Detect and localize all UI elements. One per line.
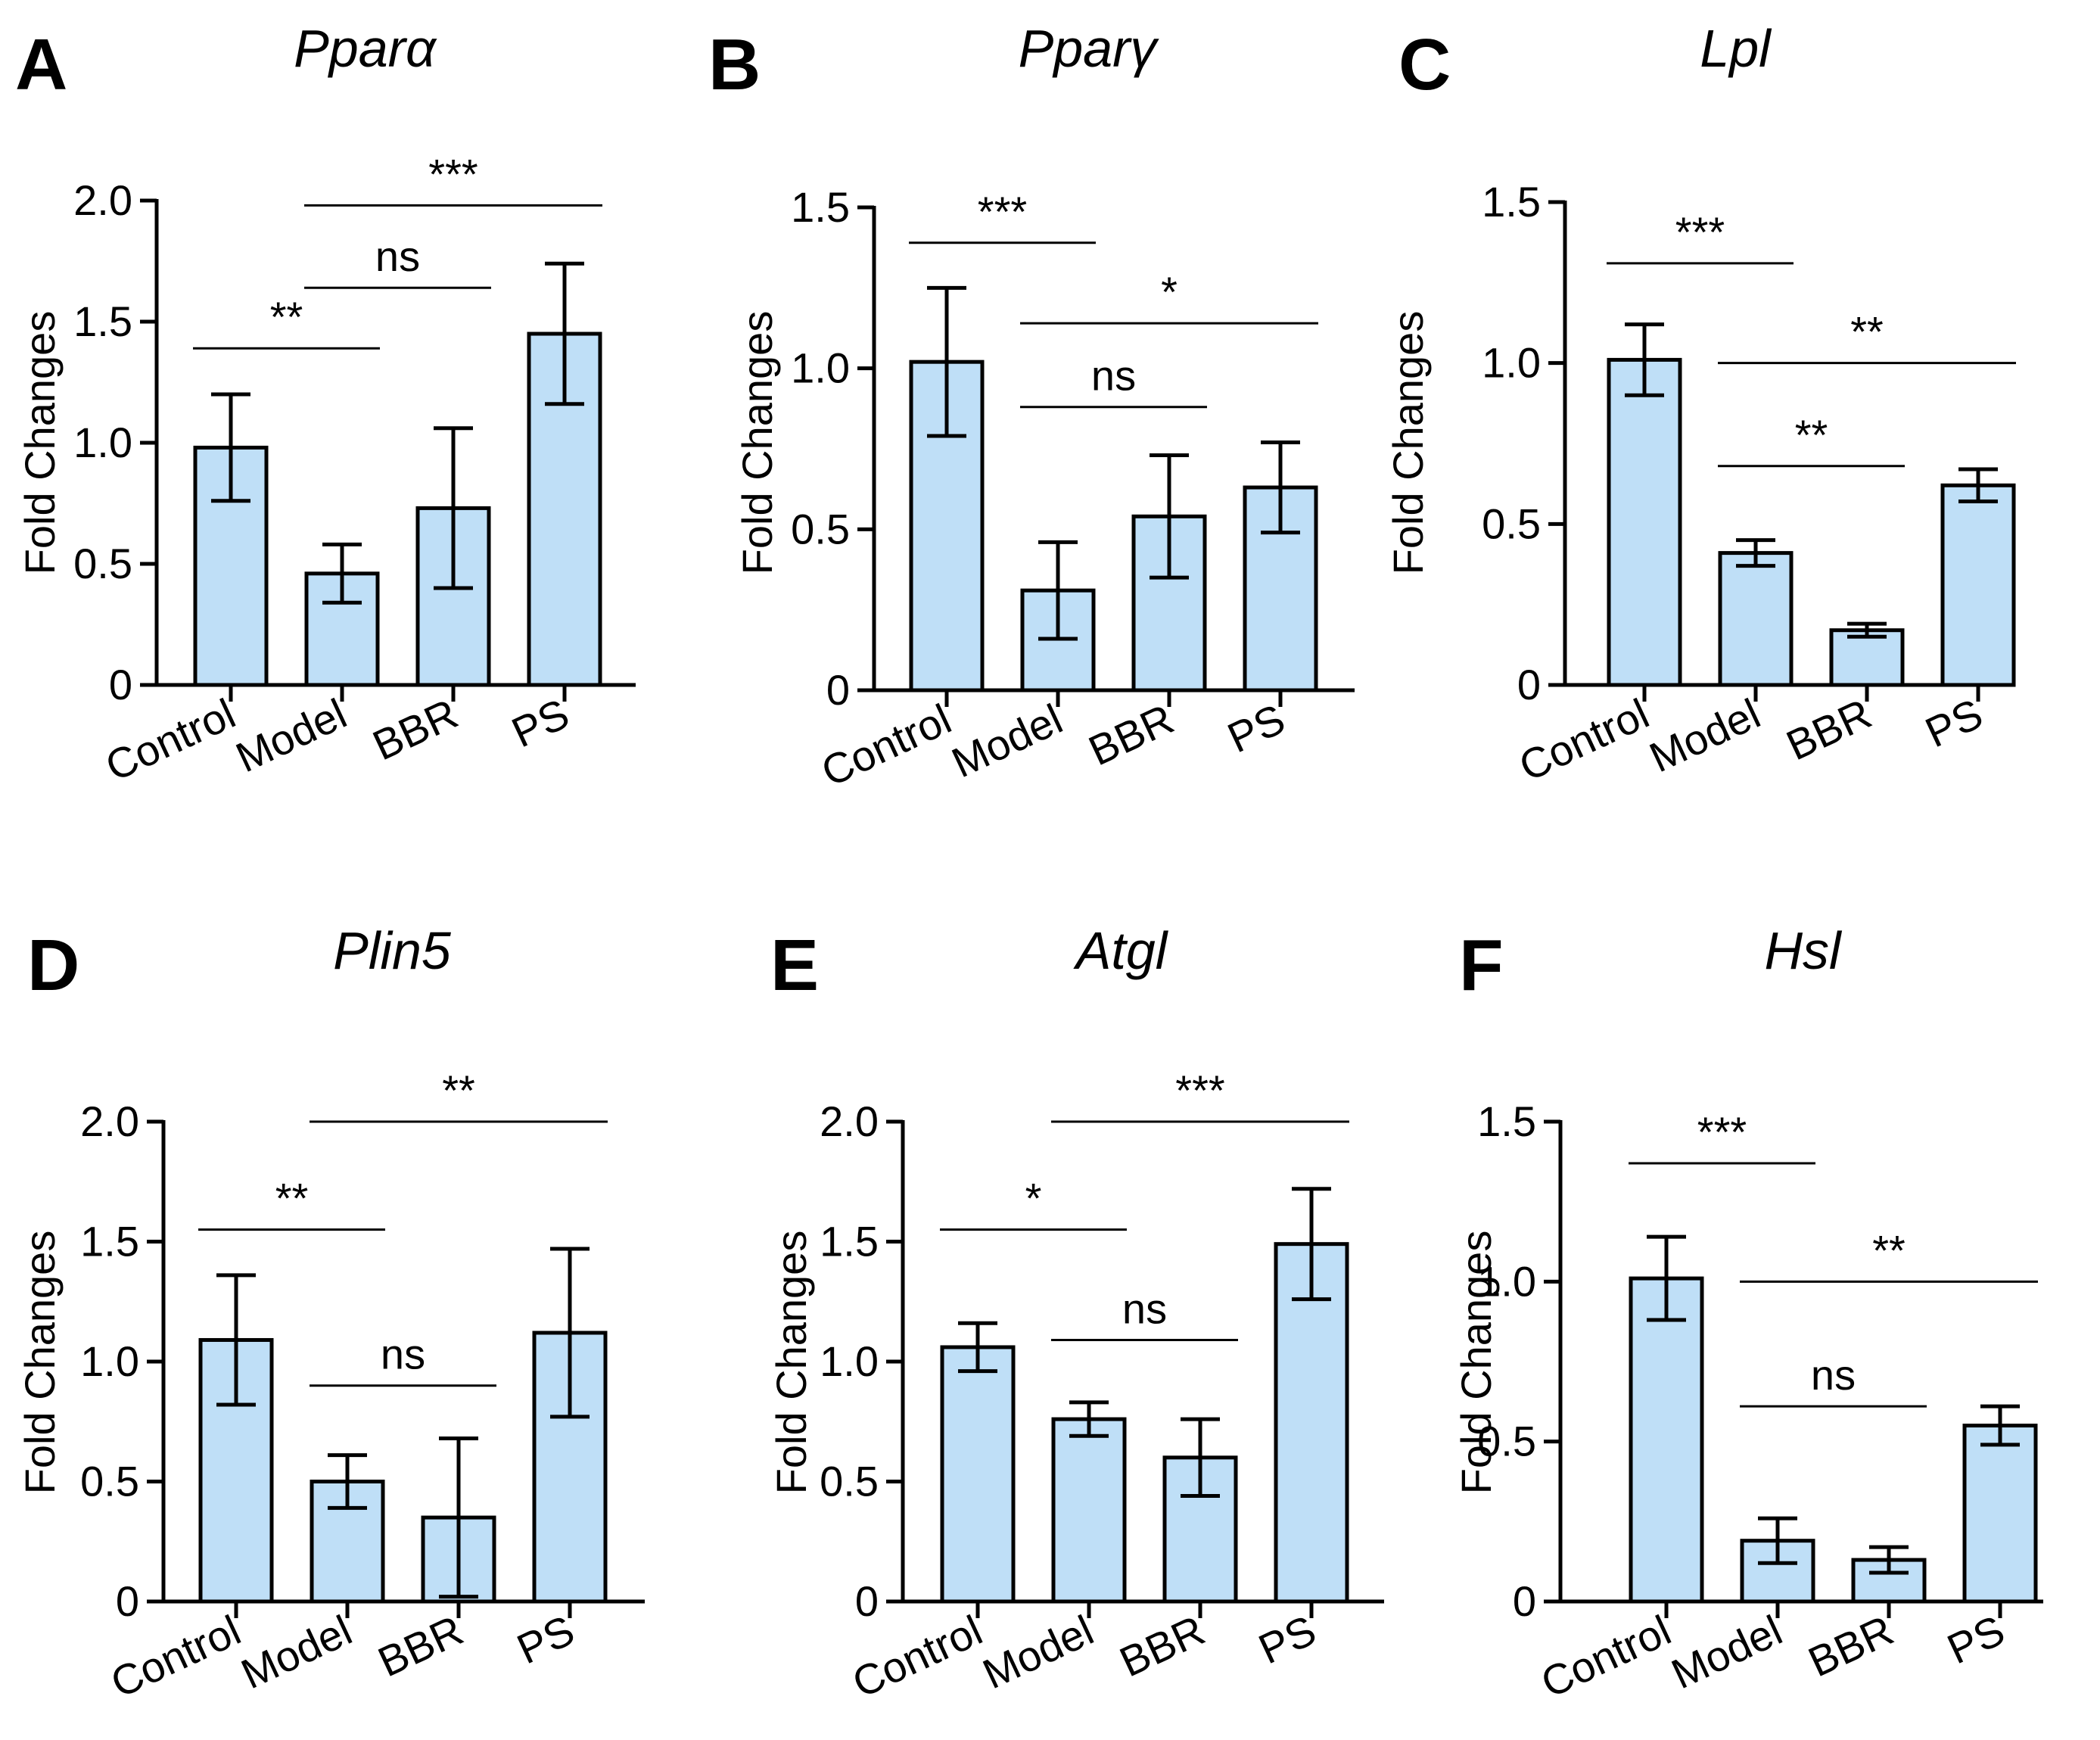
category-label: BBR xyxy=(371,1606,470,1686)
y-axis-label: Fold Changes xyxy=(767,1231,815,1495)
y-tick-label: 1.0 xyxy=(80,1337,139,1385)
chart-title: Atgl xyxy=(1073,921,1169,980)
y-tick-label: 1.0 xyxy=(73,419,132,466)
panel-letter: B xyxy=(708,24,761,105)
significance-label: * xyxy=(1161,268,1178,316)
y-tick-label: 0.5 xyxy=(1482,500,1541,547)
significance-label: ** xyxy=(275,1175,309,1222)
y-axis-label: Fold Changes xyxy=(733,311,781,575)
y-axis-label: Fold Changes xyxy=(16,1231,64,1495)
chart-title: Hsl xyxy=(1764,921,1843,980)
significance-label: ** xyxy=(1850,308,1884,356)
chart-title: Lpl xyxy=(1700,19,1772,78)
panel-letter: F xyxy=(1459,925,1504,1006)
y-tick-label: 1.0 xyxy=(1477,1257,1536,1305)
y-tick-label: 1.0 xyxy=(791,344,850,392)
bar xyxy=(1718,551,1794,687)
bar xyxy=(1629,1276,1704,1604)
significance-label: ns xyxy=(1811,1351,1856,1399)
bar xyxy=(1051,1417,1127,1604)
y-tick-label: 1.5 xyxy=(1482,178,1541,226)
y-tick-label: 0.5 xyxy=(791,505,850,553)
chart-title: Pparγ xyxy=(1019,19,1160,78)
category-label: Model xyxy=(229,689,353,782)
chart-title: Plin5 xyxy=(333,921,452,980)
category-label: Model xyxy=(944,695,1069,787)
chart-title: Pparα xyxy=(294,19,437,78)
category-label: Model xyxy=(234,1606,359,1698)
bar xyxy=(1940,483,2016,687)
panel-letter: D xyxy=(27,925,79,1006)
category-label: Model xyxy=(1642,689,1767,782)
y-tick-label: 2.0 xyxy=(80,1097,139,1145)
y-tick-label: 2.0 xyxy=(820,1097,879,1145)
y-tick-label: 0 xyxy=(109,661,132,708)
panel-letter: E xyxy=(770,925,819,1006)
y-tick-label: 1.5 xyxy=(1477,1097,1536,1145)
significance-label: *** xyxy=(1675,208,1725,256)
significance-label: *** xyxy=(1697,1108,1747,1156)
significance-label: ** xyxy=(1795,411,1828,459)
significance-label: ** xyxy=(270,293,303,341)
y-axis-label: Fold Changes xyxy=(1384,311,1432,575)
y-tick-label: 0 xyxy=(826,666,850,714)
significance-label: ns xyxy=(1091,352,1136,400)
y-tick-label: 0.5 xyxy=(73,540,132,587)
y-tick-label: 0.5 xyxy=(820,1458,879,1505)
y-tick-label: 1.0 xyxy=(1482,339,1541,387)
y-tick-label: 1.5 xyxy=(791,183,850,231)
y-tick-label: 1.5 xyxy=(80,1218,139,1265)
significance-label: ns xyxy=(381,1331,425,1378)
y-tick-label: 0.5 xyxy=(80,1458,139,1505)
significance-label: *** xyxy=(978,188,1027,235)
category-label: BBR xyxy=(366,689,465,770)
bar xyxy=(1962,1424,2038,1604)
category-label: Model xyxy=(975,1606,1100,1698)
bar xyxy=(1274,1242,1349,1604)
category-label: BBR xyxy=(1081,695,1181,775)
y-axis-label: Fold Changes xyxy=(16,311,64,575)
y-tick-label: 1.5 xyxy=(820,1218,879,1265)
significance-label: ** xyxy=(1872,1226,1906,1274)
y-tick-label: 0 xyxy=(855,1577,879,1625)
y-tick-label: 2.0 xyxy=(73,176,132,224)
y-tick-label: 0 xyxy=(1513,1577,1536,1625)
significance-label: ** xyxy=(442,1066,475,1114)
category-label: BBR xyxy=(1801,1606,1900,1686)
significance-label: *** xyxy=(1175,1066,1224,1114)
y-axis-label: Fold Changes xyxy=(1452,1231,1500,1495)
y-tick-label: 0 xyxy=(116,1577,139,1625)
panel-letter: A xyxy=(15,24,67,105)
significance-label: *** xyxy=(428,150,478,198)
significance-label: ns xyxy=(1122,1284,1167,1332)
significance-label: ns xyxy=(375,232,420,280)
bar xyxy=(940,1345,1016,1604)
category-label: Model xyxy=(1664,1606,1789,1698)
category-label: BBR xyxy=(1112,1606,1212,1686)
y-tick-label: 0.5 xyxy=(1477,1418,1536,1465)
y-tick-label: 0 xyxy=(1517,661,1541,708)
y-tick-label: 1.5 xyxy=(73,297,132,345)
significance-label: * xyxy=(1025,1175,1042,1222)
category-label: BBR xyxy=(1779,689,1878,770)
bar xyxy=(1607,357,1682,687)
category-label: Control xyxy=(1534,1606,1678,1707)
panel-letter: C xyxy=(1398,24,1451,105)
y-tick-label: 1.0 xyxy=(820,1337,879,1385)
